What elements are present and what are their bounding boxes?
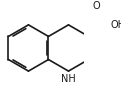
Text: OH: OH: [111, 20, 121, 30]
Text: O: O: [93, 1, 100, 11]
Text: NH: NH: [61, 74, 76, 84]
